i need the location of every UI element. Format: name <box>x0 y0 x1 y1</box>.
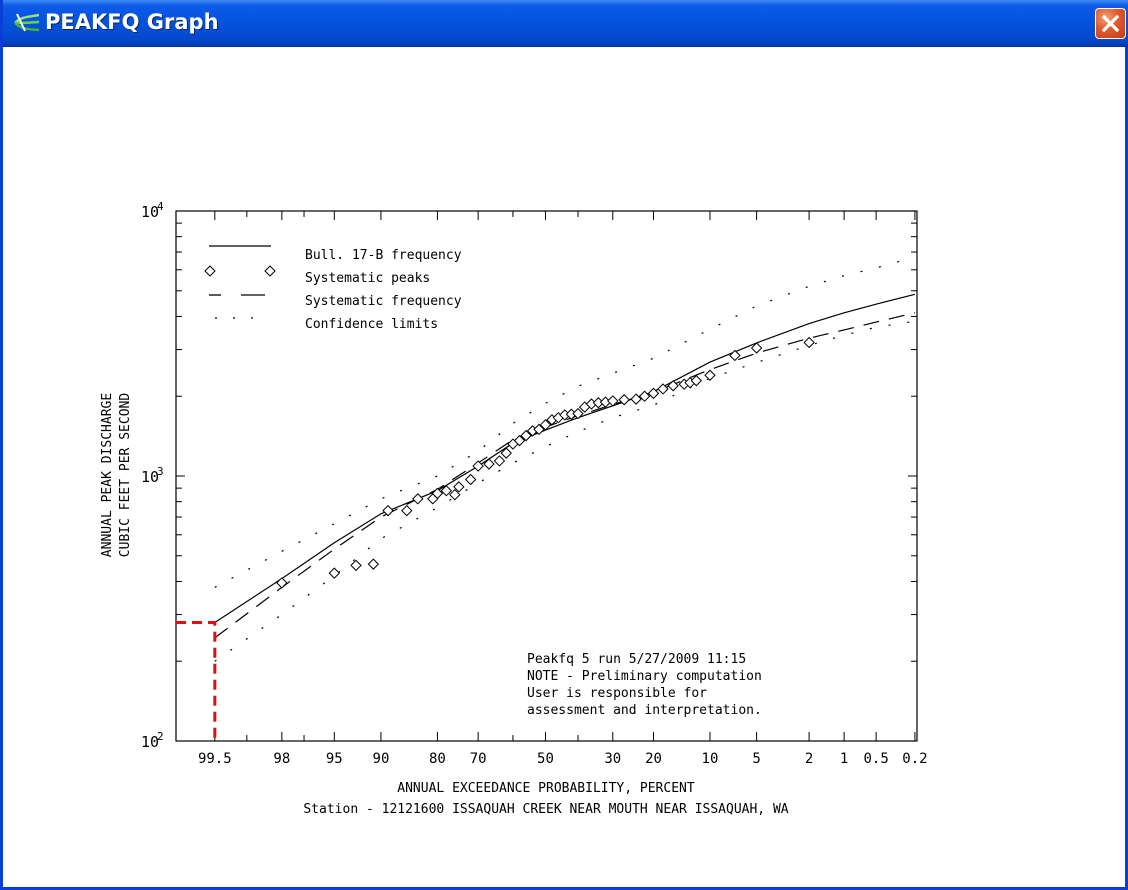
systematic-peak-point <box>667 380 679 392</box>
highlight-marker <box>176 621 217 741</box>
x-tick-label: 90 <box>373 751 390 767</box>
systematic-peak-point <box>328 567 341 579</box>
systematic-peak-point <box>464 473 477 486</box>
x-tick-label: 50 <box>537 751 554 767</box>
systematic-peak-point <box>647 387 660 400</box>
y-tick-label: 10 <box>141 733 159 751</box>
systematic-peak-point <box>729 349 741 362</box>
systematic-peak-point <box>367 558 380 570</box>
systematic-peak-point <box>607 395 619 407</box>
systematic-peak-point <box>690 374 703 387</box>
x-tick-label: 70 <box>470 751 487 767</box>
legend: Bull. 17-B frequency Systematic peaks Sy… <box>204 245 462 332</box>
annotation-line-2: NOTE - Preliminary computation <box>527 669 762 684</box>
x-tick-label: 30 <box>604 751 621 767</box>
systematic-peak-point <box>704 369 716 381</box>
systematic-peak-point <box>483 458 495 470</box>
x-tick-label: 98 <box>273 751 290 767</box>
systematic-peak-point <box>630 393 642 405</box>
peakfq-graph-icon <box>14 13 40 32</box>
legend-label-bull17b: Bull. 17-B frequency <box>305 248 462 263</box>
x-tick-label: 0.2 <box>902 751 927 767</box>
systematic-peak-point <box>572 407 584 420</box>
x-tick-label: 99.5 <box>198 751 232 767</box>
legend-swatch-diamond-2 <box>264 265 276 277</box>
x-tick-label: 20 <box>645 751 662 767</box>
systematic-peak-point <box>453 481 465 493</box>
highlight-dashed-guide <box>176 621 217 741</box>
y-tick-exponent: 2 <box>157 730 164 743</box>
window-title: PEAKFQ Graph <box>45 10 219 34</box>
systematic-peak-point <box>520 429 532 442</box>
x-axis-label: ANNUAL EXCEEDANCE PROBABILITY, PERCENT <box>397 781 695 796</box>
systematic-peak-point <box>618 394 630 406</box>
x-tick-label: 95 <box>326 751 343 767</box>
systematic-peak-point <box>472 460 484 472</box>
annotation-line-3: User is responsible for <box>527 686 707 701</box>
systematic-peak-point <box>412 493 424 505</box>
systematic-peak-point <box>350 559 362 572</box>
x-tick-label: 80 <box>429 751 446 767</box>
close-button[interactable] <box>1095 8 1126 39</box>
legend-label-systematic-peaks: Systematic peaks <box>305 271 430 286</box>
annotation-line-1: Peakfq 5 run 5/27/2009 11:15 <box>527 652 746 667</box>
y-axis-label-line-1: ANNUAL PEAK DISCHARGE <box>100 393 115 557</box>
legend-label-confidence-limits: Confidence limits <box>305 317 438 332</box>
systematic-peak-point <box>276 577 288 589</box>
systematic-peak-point <box>533 423 545 436</box>
run-annotation: Peakfq 5 run 5/27/2009 11:15 NOTE - Prel… <box>527 652 762 718</box>
title-bar[interactable]: PEAKFQ Graph <box>3 0 1128 47</box>
y-tick-label: 10 <box>141 203 159 221</box>
legend-label-systematic-frequency: Systematic frequency <box>305 294 462 309</box>
systematic-peak-point <box>638 390 651 402</box>
systematic-peak-point <box>539 419 552 431</box>
plot-frame <box>175 210 918 742</box>
systematic-peak-point <box>803 336 815 349</box>
systematic-peak-point <box>401 504 413 517</box>
x-tick-label: 5 <box>752 751 760 767</box>
systematic-peak-point <box>440 485 453 497</box>
x-tick-label: 0.5 <box>863 751 888 767</box>
systematic-peak-point <box>493 455 506 467</box>
systematic-peak-point <box>449 488 461 501</box>
station-subtitle: Station - 12121600 ISSAQUAH CREEK NEAR M… <box>303 802 788 817</box>
systematic-peak-point <box>657 383 669 395</box>
systematic-peak-point <box>513 434 526 447</box>
x-tick-label: 10 <box>702 751 719 767</box>
systematic-peak-point <box>431 487 444 500</box>
annotation-line-4: assessment and interpretation. <box>527 703 762 718</box>
systematic-peak-point <box>382 504 394 517</box>
y-tick-exponent: 3 <box>157 465 164 478</box>
systematic-peak-point <box>500 447 512 459</box>
systematic-peak-point <box>750 342 763 354</box>
systematic-peaks-points <box>276 336 815 589</box>
x-tick-labels: 99.5 98 95 90 80 70 50 30 20 10 5 2 1 0.5 0.2 <box>198 751 928 767</box>
x-tick-label: 1 <box>840 751 848 767</box>
confidence-limit-line <box>214 320 915 662</box>
x-tick-label: 2 <box>805 751 813 767</box>
systematic-frequency-line <box>214 312 916 639</box>
close-icon <box>1101 14 1120 33</box>
legend-swatch-diamond-1 <box>204 265 216 277</box>
y-tick-exponent: 4 <box>157 200 164 213</box>
y-tick-label: 10 <box>141 468 159 486</box>
y-axis-label-line-2: CUBIC FEET PER SECOND <box>118 393 133 558</box>
